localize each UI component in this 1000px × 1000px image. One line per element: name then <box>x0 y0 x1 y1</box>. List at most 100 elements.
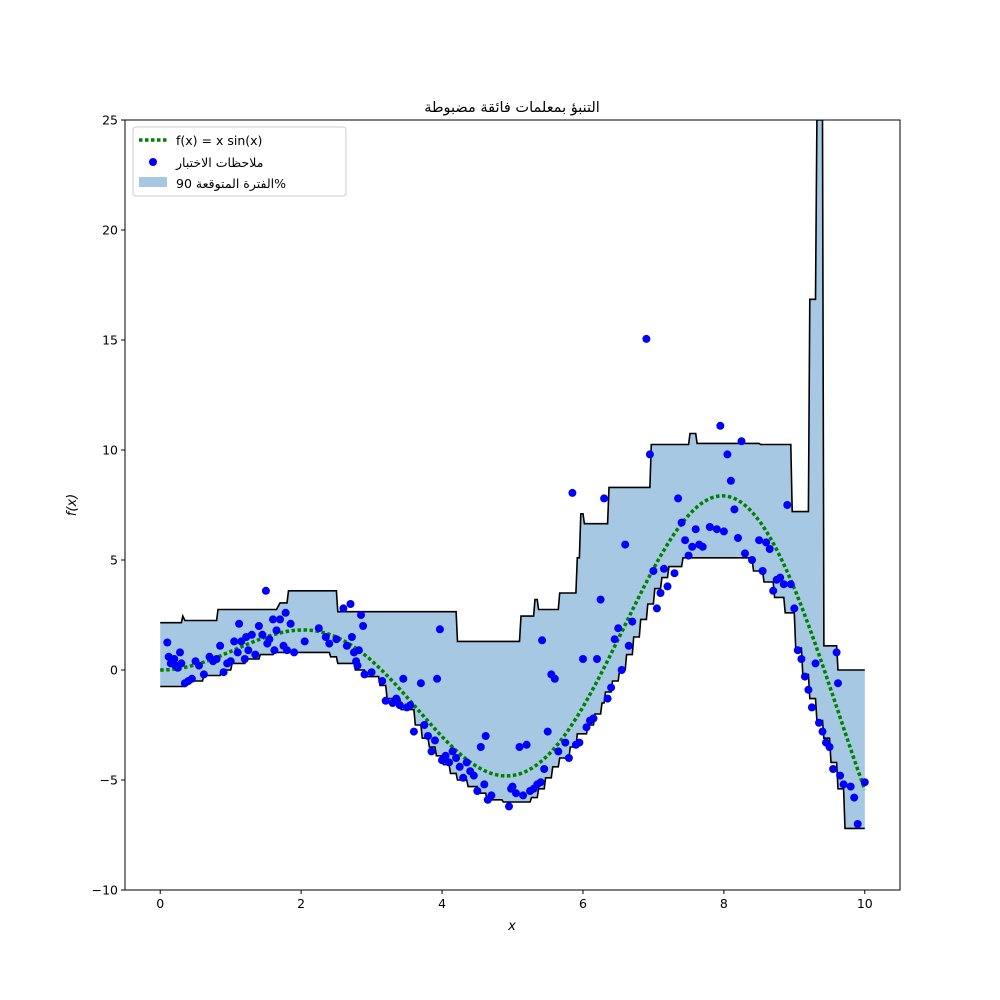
observation-point <box>265 635 274 644</box>
observation-point <box>420 721 429 729</box>
observation-point <box>244 646 253 655</box>
observation-point <box>480 780 489 789</box>
observation-point <box>610 635 619 644</box>
observation-point <box>448 747 457 756</box>
observation-point <box>807 703 816 712</box>
observation-point <box>818 727 827 736</box>
observation-point <box>325 639 334 648</box>
observation-point <box>536 778 545 787</box>
observation-point <box>441 751 450 760</box>
observation-point <box>212 655 221 663</box>
y-tick-label: 25 <box>102 113 118 128</box>
observation-point <box>853 820 862 828</box>
observation-point <box>790 604 799 613</box>
observation-point <box>462 758 471 767</box>
y-tick-label: 5 <box>110 553 118 568</box>
observation-point <box>723 450 732 459</box>
legend: f(x) = x sin(x) ملاحظات الاختبار الفترة … <box>132 126 347 197</box>
observation-point <box>776 573 785 582</box>
observation-point <box>850 793 859 802</box>
observation-point <box>755 536 764 545</box>
observation-point <box>321 633 330 641</box>
observation-point <box>589 714 598 723</box>
observation-point <box>346 600 355 608</box>
observation-point <box>737 437 746 446</box>
x-tick-label: 6 <box>579 896 587 911</box>
observation-point <box>512 789 520 798</box>
observation-point <box>508 782 517 791</box>
y-tick-label: −5 <box>100 773 118 788</box>
observation-point <box>254 622 263 630</box>
chart-title: التنبؤ بمعلمات فائقة مضبوطة <box>424 100 600 116</box>
observation-point <box>617 666 626 674</box>
observation-point <box>519 791 528 800</box>
observation-point <box>543 727 552 736</box>
observation-point <box>550 674 559 683</box>
observation-point <box>645 450 654 459</box>
observation-point <box>575 738 584 747</box>
observation-point <box>424 732 432 740</box>
observation-point <box>730 505 739 514</box>
observation-point <box>261 586 270 595</box>
observation-point <box>762 538 771 547</box>
observation-point <box>621 540 630 549</box>
x-axis-ticks: 0 2 4 6 8 10 <box>156 890 873 911</box>
observation-point <box>698 542 707 551</box>
observation-point <box>176 648 184 657</box>
legend-interval-swatch <box>139 177 167 187</box>
observation-point <box>797 655 806 663</box>
observation-point <box>834 679 842 688</box>
y-tick-label: 15 <box>102 333 118 348</box>
observation-point <box>187 674 196 683</box>
observation-point <box>670 569 679 578</box>
legend-interval-label: الفترة المتوقعة 90% <box>176 176 286 192</box>
observation-point <box>431 736 439 745</box>
observation-point <box>568 488 577 497</box>
observation-point <box>240 655 249 663</box>
observation-point <box>786 580 795 589</box>
observation-point <box>357 611 365 619</box>
observation-point <box>748 556 756 564</box>
observation-point <box>804 685 813 694</box>
x-axis-label: x <box>507 919 516 934</box>
observation-point <box>832 648 841 657</box>
observation-point <box>677 518 686 527</box>
observation-point <box>564 754 573 762</box>
y-tick-label: 20 <box>102 223 118 238</box>
observation-point <box>554 747 563 756</box>
observation-point <box>281 608 290 617</box>
observation-point <box>235 619 244 628</box>
observation-point <box>681 536 690 545</box>
observation-point <box>825 743 834 751</box>
observation-point <box>642 334 651 343</box>
x-tick-label: 4 <box>438 896 446 911</box>
observation-point <box>199 670 208 679</box>
observation-point <box>656 589 665 597</box>
observation-point <box>270 646 279 655</box>
observation-point <box>505 802 513 811</box>
observation-point <box>258 630 267 639</box>
observation-point <box>476 743 485 751</box>
observation-point <box>691 525 700 534</box>
observation-point <box>515 743 524 751</box>
observation-point <box>286 619 295 628</box>
observation-point <box>427 747 436 756</box>
observation-point <box>300 637 309 646</box>
legend-box <box>132 126 347 197</box>
observation-point <box>195 661 203 670</box>
observation-point <box>800 672 809 681</box>
observation-point <box>399 674 408 683</box>
observation-point <box>339 604 348 613</box>
observation-point <box>342 641 351 650</box>
observation-point <box>276 615 284 624</box>
observation-point <box>381 696 390 705</box>
observation-point <box>741 549 749 558</box>
y-tick-label: −10 <box>92 883 118 898</box>
y-tick-label: 10 <box>102 443 118 458</box>
observation-point <box>219 668 228 677</box>
observation-point <box>290 648 299 657</box>
observation-point <box>846 782 855 791</box>
observation-point <box>769 586 778 595</box>
x-tick-label: 2 <box>297 896 305 911</box>
